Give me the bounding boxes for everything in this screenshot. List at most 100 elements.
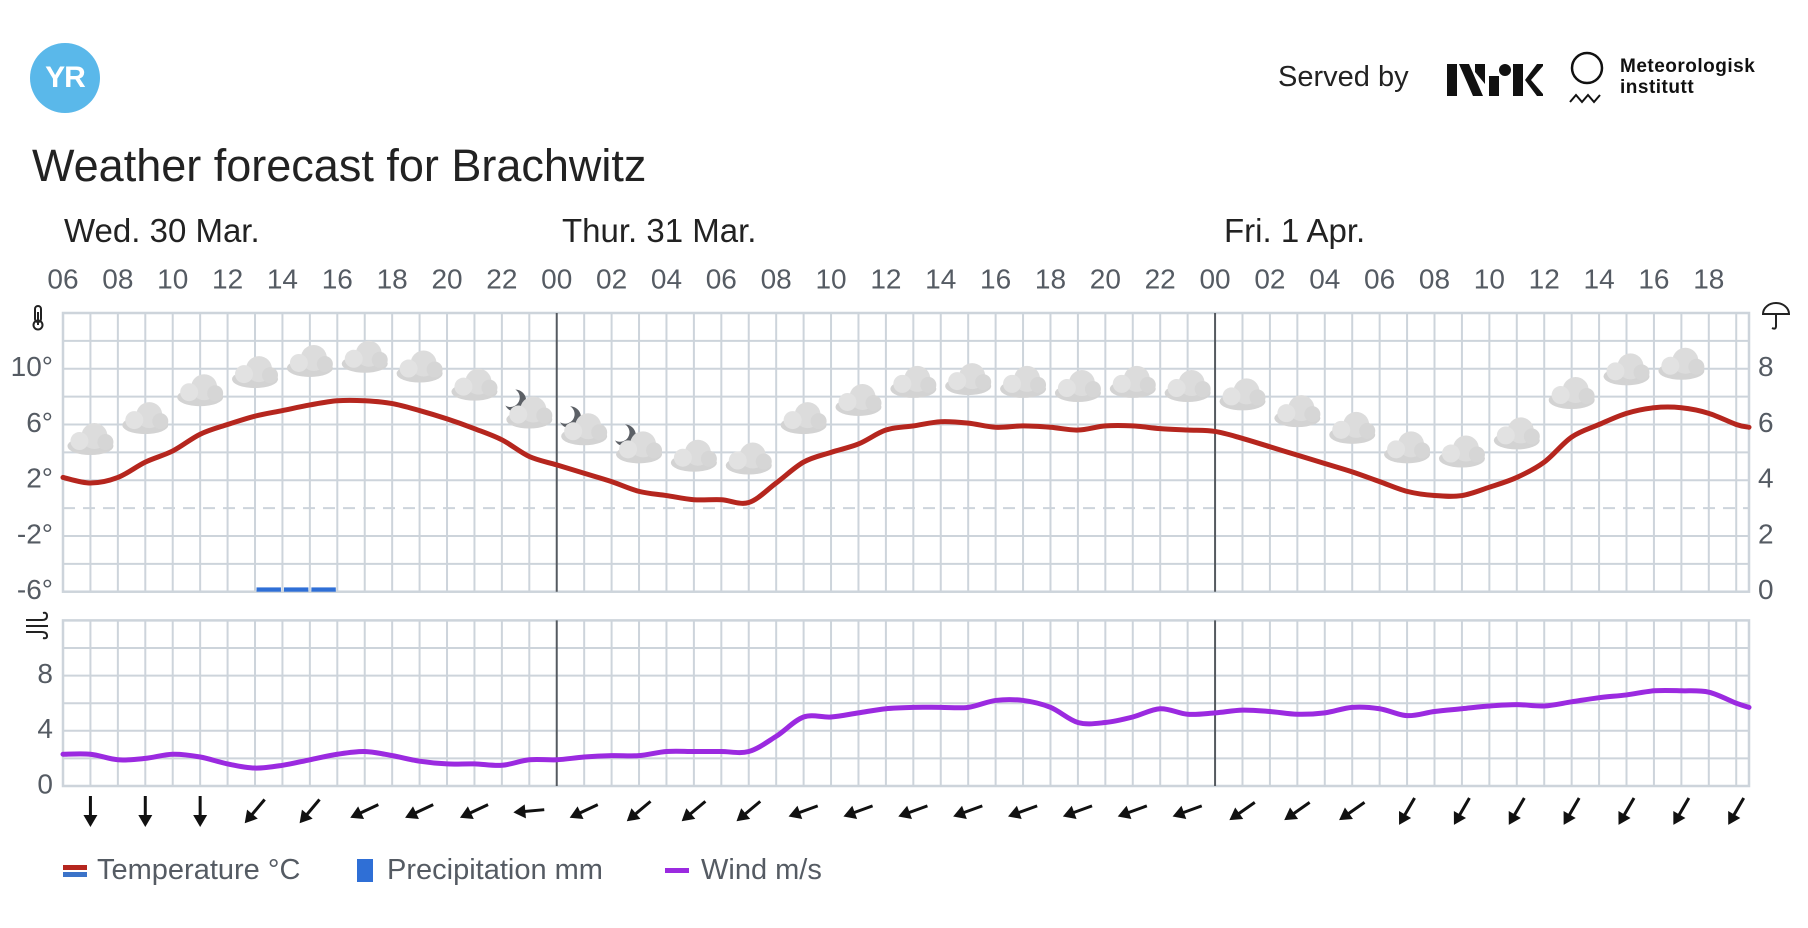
cloud-icon bbox=[1658, 347, 1705, 380]
cloud-puff bbox=[1084, 381, 1101, 398]
arrow-head bbox=[1008, 805, 1022, 819]
cloud-puff bbox=[344, 349, 363, 368]
chart-grid bbox=[61, 311, 1751, 788]
arrow-head bbox=[1618, 810, 1631, 825]
cloud-puff bbox=[646, 442, 663, 459]
wind-direction-arrow-icon bbox=[843, 804, 874, 819]
x-tick-label: 18 bbox=[1035, 263, 1066, 294]
arrow-head bbox=[1339, 807, 1353, 821]
cloud-puff bbox=[1222, 387, 1241, 406]
cloud-puff bbox=[1606, 362, 1625, 381]
cloud-puff bbox=[454, 377, 473, 396]
arrow-head bbox=[1117, 805, 1132, 819]
temp-tick-label: 6° bbox=[26, 407, 53, 438]
cloud-puff bbox=[426, 361, 443, 378]
cloud-puff bbox=[1112, 374, 1131, 393]
cloud-puff bbox=[673, 448, 692, 467]
cloud-icon bbox=[835, 383, 882, 416]
arrow-head bbox=[1284, 807, 1299, 821]
cloud-puff bbox=[700, 450, 717, 467]
wind-direction-arrow-icon bbox=[1399, 797, 1416, 825]
legend-wind[interactable]: Wind m/s bbox=[665, 854, 822, 887]
arrow-head bbox=[350, 806, 365, 820]
x-tick-label: 02 bbox=[596, 263, 627, 294]
cloud-puff bbox=[1003, 374, 1022, 393]
cloud-puff bbox=[1359, 422, 1376, 439]
cloud-puff bbox=[783, 411, 802, 430]
x-tick-label: 04 bbox=[651, 263, 682, 294]
temp-tick-label: 10° bbox=[11, 351, 53, 382]
legend-precipitation[interactable]: Precipitation mm bbox=[357, 854, 603, 887]
cloud-icon bbox=[1438, 435, 1485, 468]
cloud-puff bbox=[70, 432, 89, 451]
cloud-puff bbox=[235, 365, 254, 384]
temperature-line bbox=[60, 397, 1752, 506]
precip-tick-label: 2 bbox=[1758, 518, 1774, 549]
cloud-puff bbox=[509, 405, 528, 424]
met-institute-logo[interactable] bbox=[1566, 48, 1608, 106]
cloud-puff bbox=[564, 422, 583, 441]
arrow-head bbox=[681, 808, 696, 822]
arrow-head bbox=[138, 815, 153, 827]
cloud-icon bbox=[780, 402, 827, 435]
wind-direction-arrow-icon bbox=[1062, 804, 1093, 819]
met-institute-name: Meteorologisk institutt bbox=[1620, 56, 1755, 98]
wind-direction-arrow-icon bbox=[1339, 801, 1366, 821]
cloud-icon bbox=[122, 402, 169, 435]
cloud-puff bbox=[948, 372, 967, 391]
nrk-logo[interactable] bbox=[1447, 62, 1543, 98]
cloud-puff bbox=[399, 359, 418, 378]
weather-symbols bbox=[67, 340, 1705, 475]
cloud-icon bbox=[286, 344, 333, 377]
wind-direction-arrow-icon bbox=[953, 804, 983, 819]
cloud-puff bbox=[810, 413, 827, 430]
precip-tick-label: 8 bbox=[1758, 351, 1774, 382]
cloud-puff bbox=[289, 353, 308, 372]
cloud-puff bbox=[1551, 386, 1570, 405]
x-tick-label: 04 bbox=[1309, 263, 1340, 294]
legend-temperature-label: Temperature °C bbox=[97, 854, 301, 886]
wind-direction-arrow-icon bbox=[681, 800, 707, 822]
wind-direction-arrow-icon bbox=[1618, 797, 1636, 825]
wind-direction-arrow-icon bbox=[736, 800, 762, 822]
x-tick-label: 22 bbox=[486, 263, 517, 294]
x-tick-label: 20 bbox=[431, 263, 462, 294]
x-tick-label: 12 bbox=[870, 263, 901, 294]
x-tick-label: 10 bbox=[815, 263, 846, 294]
served-by-label: Served by bbox=[1278, 61, 1409, 93]
wind-direction-arrow-icon bbox=[405, 803, 434, 820]
arrow-head bbox=[953, 805, 967, 819]
legend-precipitation-label: Precipitation mm bbox=[387, 854, 603, 886]
cloud-puff bbox=[893, 374, 912, 393]
cloud-puff bbox=[97, 434, 114, 451]
cloud-puff bbox=[1057, 379, 1076, 398]
wind-direction-arrow-icon bbox=[1673, 797, 1691, 825]
yr-logo[interactable]: YR bbox=[30, 43, 100, 113]
cloud-icon bbox=[1384, 431, 1431, 464]
cloud-puff bbox=[838, 392, 857, 411]
cloud-puff bbox=[125, 411, 144, 430]
cloud-puff bbox=[316, 355, 333, 372]
day-label-fri: Fri. 1 Apr. bbox=[1224, 212, 1366, 249]
x-tick-label: 12 bbox=[212, 263, 243, 294]
day-label-thu: Thur. 31 Mar. bbox=[562, 212, 757, 249]
wind-direction-arrow-icon bbox=[1008, 804, 1038, 819]
x-tick-label: 18 bbox=[377, 263, 408, 294]
cloud-puff bbox=[1304, 406, 1321, 423]
cloud-puff bbox=[536, 407, 553, 424]
cloud-puff bbox=[1139, 376, 1156, 393]
arrow-head bbox=[569, 806, 584, 820]
temp-tick-label: -6° bbox=[17, 574, 53, 605]
cloud-icon bbox=[1329, 411, 1376, 444]
cloud-puff bbox=[371, 351, 388, 368]
wind-direction-arrow-icon bbox=[1453, 797, 1471, 825]
x-tick-label: 14 bbox=[267, 263, 298, 294]
arrow-head bbox=[788, 805, 803, 819]
cloud-icon bbox=[396, 350, 443, 383]
arrow-head bbox=[1062, 805, 1077, 819]
wind-tick-label: 8 bbox=[37, 658, 53, 689]
wind-direction-arrow-icon bbox=[193, 796, 208, 827]
legend-temperature[interactable]: Temperature °C bbox=[63, 854, 300, 887]
cloud-puff bbox=[1468, 446, 1485, 463]
axis-labels: 06 08 10 12 14 16 18 20 22 00 02 04 06 08 10 12 14 16 18 20… bbox=[11, 263, 1774, 799]
